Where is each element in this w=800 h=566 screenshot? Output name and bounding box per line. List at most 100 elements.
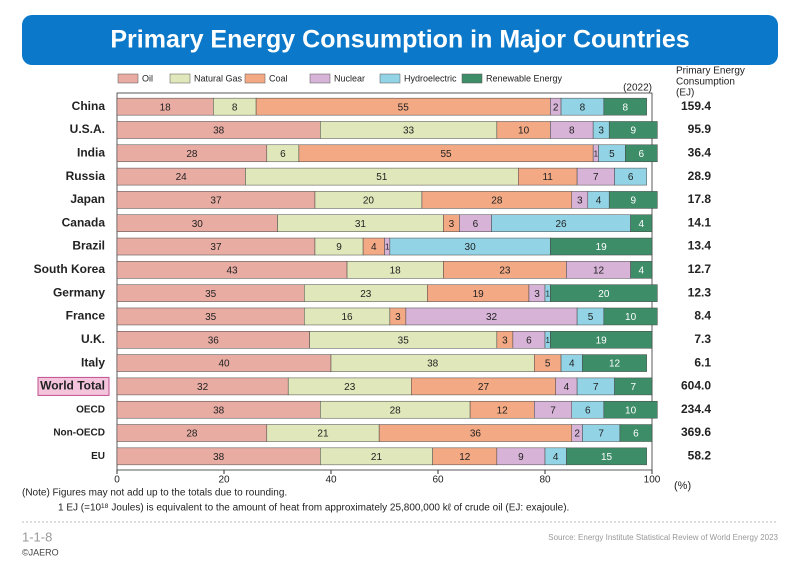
value-label: 51 <box>376 172 388 183</box>
value-label: 3 <box>502 335 508 346</box>
value-label: 1 <box>385 243 390 252</box>
value-label: 3 <box>395 312 401 323</box>
value-label: 3 <box>534 289 540 300</box>
value-label: 6 <box>628 172 634 183</box>
value-label: 38 <box>427 359 439 370</box>
legend-label: Coal <box>269 73 288 83</box>
legend-label: Nuclear <box>334 73 365 83</box>
value-label: 1 <box>545 336 550 345</box>
copyright: ©JAERO <box>22 547 59 557</box>
year-note: (2022) <box>623 83 652 94</box>
totals-header: (EJ) <box>676 88 694 99</box>
value-label: 20 <box>598 289 610 300</box>
value-label: 6 <box>526 335 532 346</box>
category-label: South Korea <box>34 262 106 276</box>
value-label: 5 <box>545 359 551 370</box>
value-label: 37 <box>210 242 222 253</box>
value-label: 12 <box>497 405 509 416</box>
value-label: 43 <box>226 265 238 276</box>
value-label: 10 <box>518 126 530 137</box>
value-label: 4 <box>639 219 645 230</box>
total-label: 36.4 <box>688 145 712 159</box>
bar-segment <box>550 331 653 349</box>
category-label: Non-OECD <box>53 428 105 439</box>
value-label: 12 <box>593 265 605 276</box>
value-label: 19 <box>596 335 608 346</box>
value-label: 4 <box>371 242 377 253</box>
value-label: 6 <box>639 149 645 160</box>
value-label: 28 <box>186 429 198 440</box>
value-label: 35 <box>205 289 217 300</box>
x-unit: (%) <box>674 480 691 492</box>
legend-label: Renewable Energy <box>486 73 563 83</box>
legend-swatch <box>309 73 331 84</box>
note: 1 EJ (=10¹⁸ Joules) is equivalent to the… <box>58 503 569 514</box>
bar-segment <box>582 354 647 372</box>
value-label: 35 <box>398 335 410 346</box>
total-label: 369.6 <box>681 425 711 439</box>
bar-segment <box>625 144 658 163</box>
value-label: 7 <box>593 382 599 393</box>
value-label: 18 <box>160 102 172 113</box>
legend-label: Oil <box>142 73 153 83</box>
legend-label: Natural Gas <box>194 73 243 83</box>
value-label: 3 <box>449 219 455 230</box>
highlight-box <box>37 376 110 396</box>
total-label: 28.9 <box>688 169 712 183</box>
value-label: 28 <box>491 196 503 207</box>
bar-segment <box>614 167 647 186</box>
value-label: 4 <box>553 452 559 463</box>
value-label: 9 <box>630 196 636 207</box>
value-label: 4 <box>596 196 602 207</box>
value-label: 27 <box>478 382 490 393</box>
value-label: 6 <box>633 429 639 440</box>
title-banner <box>22 15 778 65</box>
value-label: 4 <box>569 359 575 370</box>
value-label: 6 <box>280 149 286 160</box>
category-label: Japan <box>70 192 105 206</box>
value-label: 28 <box>390 405 402 416</box>
total-label: 13.4 <box>688 239 712 253</box>
value-label: 28 <box>186 149 198 160</box>
value-label: 12 <box>609 359 621 370</box>
value-label: 23 <box>344 382 356 393</box>
value-label: 5 <box>588 312 594 323</box>
total-label: 14.1 <box>688 215 712 229</box>
value-label: 8 <box>569 126 575 137</box>
value-label: 21 <box>317 429 329 440</box>
value-label: 38 <box>213 405 225 416</box>
value-label: 32 <box>197 382 209 393</box>
value-label: 37 <box>210 196 222 207</box>
category-label: Germany <box>53 285 105 299</box>
bar-segment <box>614 377 653 396</box>
legend-label: Hydroelectric <box>404 73 457 83</box>
value-label: 20 <box>363 196 375 207</box>
value-label: 55 <box>440 149 452 160</box>
x-tick-label: 40 <box>325 475 337 486</box>
category-label: Brazil <box>72 239 105 253</box>
category-label: China <box>72 99 106 113</box>
total-label: 604.0 <box>681 379 711 393</box>
bar-segment <box>630 214 653 232</box>
figure-number: 1-1-8 <box>22 529 52 544</box>
total-label: 17.8 <box>688 192 712 206</box>
x-tick-label: 100 <box>644 475 661 486</box>
category-label: France <box>66 309 106 323</box>
value-label: 26 <box>555 219 567 230</box>
total-label: 8.4 <box>694 309 711 323</box>
legend-swatch <box>379 73 401 84</box>
value-label: 8 <box>580 102 586 113</box>
bar-segment <box>619 424 653 442</box>
bar-segment <box>550 284 658 302</box>
value-label: 7 <box>630 382 636 393</box>
value-label: 55 <box>398 102 410 113</box>
value-label: 7 <box>593 172 599 183</box>
plot-frame <box>116 92 653 471</box>
value-label: 7 <box>550 405 556 416</box>
note: (Note) Figures may not add up to the tot… <box>22 488 287 499</box>
bar-segment <box>608 191 658 209</box>
total-label: 7.3 <box>694 332 711 346</box>
legend-swatch <box>169 73 191 84</box>
category-label: World Total <box>40 379 105 393</box>
